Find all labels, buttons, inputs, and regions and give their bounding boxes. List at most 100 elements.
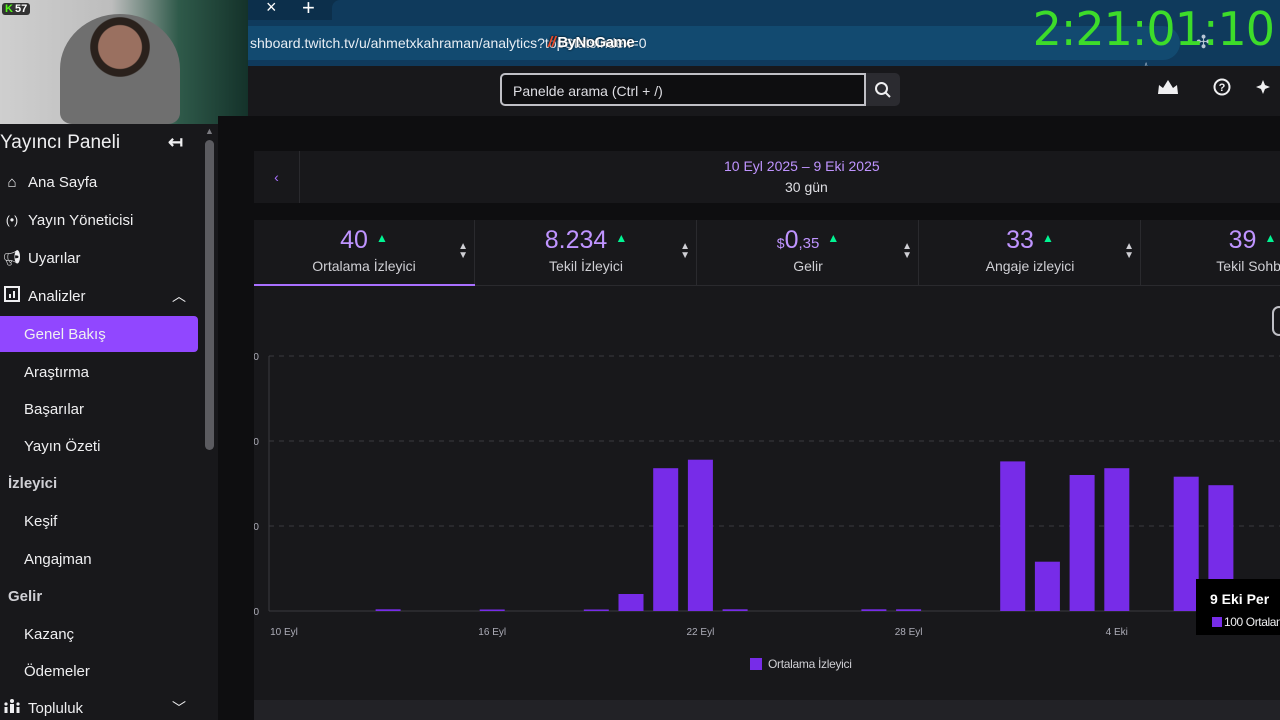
stat-number: 33: [1006, 226, 1034, 254]
tooltip-swatch: [1212, 617, 1222, 627]
sidebar-item-basarilar[interactable]: Başarılar: [0, 391, 198, 427]
sidebar-item-label: Araştırma: [24, 363, 90, 381]
stat-tab-angaje-izleyici[interactable]: 33 ▲ Angaje izleyici ▲ ▼: [920, 220, 1141, 286]
sort-icon[interactable]: ▲ ▼: [902, 241, 912, 261]
tab-bar: × +: [248, 0, 1280, 20]
y-tick-label: 0: [254, 607, 259, 618]
url-text[interactable]: shboard.twitch.tv/u/ahmetxkahraman/analy…: [250, 35, 647, 51]
sidebar-item-label: Ana Sayfa: [28, 173, 98, 191]
sidebar-item-kazanc[interactable]: Kazanç: [0, 616, 198, 652]
bar[interactable]: [1069, 475, 1095, 611]
bar[interactable]: [1034, 561, 1060, 611]
sparkle-icon[interactable]: [1255, 78, 1273, 101]
stat-tab-tekil-sohbet[interactable]: 39 ▲ Tekil Sohbe: [1142, 220, 1280, 286]
stat-tab-tekil-izleyici[interactable]: 8.234 ▲ Tekil İzleyici ▲ ▼: [476, 220, 697, 286]
bar[interactable]: [479, 609, 505, 612]
stat-value: 40 ▲: [254, 226, 474, 255]
sidebar-item-kesif[interactable]: Keşif: [0, 503, 198, 539]
sidebar-title: Yayıncı Paneli: [0, 132, 121, 153]
sort-icon[interactable]: ▲ ▼: [680, 241, 690, 261]
sort-icon[interactable]: ▲ ▼: [1124, 241, 1134, 261]
sidebar-item-label: Analizler: [28, 287, 86, 305]
active-tab[interactable]: [332, 0, 1280, 20]
chart-legend[interactable]: Ortalama İzleyici: [750, 657, 852, 671]
sidebar-item-uyarilar[interactable]: 📢︎ Uyarılar: [0, 240, 198, 276]
trend-up-icon: ▲: [375, 231, 388, 245]
y-tick-label: 50: [254, 522, 259, 533]
sidebar-item-arastirma[interactable]: Araştırma: [0, 354, 198, 390]
sidebar-item-label: Kazanç: [24, 625, 75, 643]
stream-timer: 2:21:01:10: [1032, 2, 1275, 56]
x-tick-label: 22 Eyl: [687, 627, 715, 638]
chart-tooltip: 9 Eki Per 100 Ortalama İzleyici: [1196, 579, 1280, 635]
previous-range-button[interactable]: ‹: [254, 151, 300, 203]
new-tab-button[interactable]: +: [302, 0, 315, 20]
crown-icon[interactable]: [1156, 78, 1180, 101]
sidebar-item-yayin-yoneticisi[interactable]: (•) Yayın Yöneticisi: [0, 202, 198, 238]
extensions-puzzle-icon[interactable]: ✣: [1196, 32, 1212, 52]
sort-icon[interactable]: ▲ ▼: [458, 241, 468, 261]
scroll-up-arrow[interactable]: ▲: [205, 126, 214, 136]
collapse-sidebar-icon[interactable]: ↤: [168, 132, 184, 152]
legend-swatch: [750, 658, 762, 670]
next-section-header: [254, 700, 1280, 720]
help-icon[interactable]: ?: [1213, 78, 1231, 101]
stat-number: 8.234: [544, 226, 608, 254]
search-placeholder: Panelde arama (Ctrl + /): [513, 83, 663, 99]
sidebar-scrollbar[interactable]: [205, 140, 214, 450]
bar[interactable]: [1000, 461, 1026, 611]
search-button[interactable]: [866, 73, 900, 106]
chart-card: 0 50 100 150 10 Eyl 16 Eyl 22 Eyl 28 Eyl 4 Eki 9…: [254, 286, 1280, 700]
bar[interactable]: [687, 459, 713, 611]
sidebar-section-izleyici: İzleyici: [0, 465, 198, 501]
home-icon: ⌂: [7, 173, 17, 191]
bar[interactable]: [375, 609, 401, 611]
sidebar-item-angajman[interactable]: Angajman: [0, 541, 198, 577]
stat-value: 39 ▲: [1142, 226, 1280, 255]
bar[interactable]: [653, 468, 679, 611]
bar[interactable]: [861, 609, 887, 611]
sidebar-item-yayin-ozeti[interactable]: Yayın Özeti: [0, 428, 198, 464]
stat-number: 0: [784, 226, 799, 254]
sidebar-item-ana-sayfa[interactable]: ⌂ Ana Sayfa: [0, 164, 198, 200]
browser-chrome: × + shboard.twitch.tv/u/ahmetxkahraman/a…: [248, 0, 1280, 79]
sidebar-item-label: Yayın Yöneticisi: [28, 211, 134, 229]
sidebar-item-odemeler[interactable]: Ödemeler: [0, 653, 198, 689]
bar[interactable]: [1104, 468, 1130, 611]
sidebar-item-analizler[interactable]: Analizler ︿: [0, 278, 198, 314]
kick-icon: K: [5, 3, 13, 15]
chevron-down-icon[interactable]: ﹀: [172, 700, 186, 716]
stat-tab-ortalama-izleyici[interactable]: 40 ▲ Ortalama İzleyici ▲ ▼: [254, 220, 475, 287]
bar[interactable]: [583, 609, 609, 612]
x-tick-label: 28 Eyl: [895, 627, 923, 638]
date-range-days: 30 gün: [785, 179, 828, 195]
community-icon: [0, 698, 24, 718]
x-tick-label: 10 Eyl: [270, 627, 298, 638]
tab-close-button[interactable]: ×: [266, 0, 277, 17]
sidebar: Yayıncı Paneli ↤ ▲ ⌂ Ana Sayfa (•) Yayın…: [0, 124, 218, 720]
sidebar-item-label: Genel Bakış: [24, 325, 106, 343]
bar[interactable]: [896, 609, 922, 611]
bar[interactable]: [1173, 476, 1199, 611]
chevron-up-icon[interactable]: ︿: [172, 288, 186, 304]
stats-tabs: 40 ▲ Ortalama İzleyici ▲ ▼ 8.234 ▲ Tekil İz…: [254, 220, 1280, 287]
bar[interactable]: [722, 609, 748, 611]
stat-value: $0,35 ▲: [698, 226, 918, 255]
search-input[interactable]: Panelde arama (Ctrl + /): [500, 73, 866, 106]
stat-tab-gelir[interactable]: $0,35 ▲ Gelir ▲ ▼: [698, 220, 919, 286]
address-bar[interactable]: shboard.twitch.tv/u/ahmetxkahraman/analy…: [248, 26, 1180, 79]
sidebar-item-topluluk[interactable]: Topluluk ﹀: [0, 690, 198, 720]
sidebar-item-label: Başarılar: [24, 400, 85, 418]
date-range-text[interactable]: 10 Eyl 2025 – 9 Eki 2025: [724, 158, 880, 174]
broadcast-icon: (•): [5, 213, 19, 227]
y-tick-label: 150: [254, 352, 259, 363]
sidebar-item-label: Keşif: [24, 512, 58, 530]
sidebar-item-genel-bakis[interactable]: Genel Bakış: [0, 316, 198, 352]
chart-options-button[interactable]: [1272, 306, 1280, 336]
bar[interactable]: [618, 594, 644, 611]
sidebar-item-label: Uyarılar: [28, 249, 81, 267]
sidebar-section-label: İzleyici: [8, 474, 58, 492]
date-range-bar: ‹ 10 Eyl 2025 – 9 Eki 2025 30 gün: [254, 151, 1280, 203]
watermark-text: ByNoGame: [557, 34, 635, 51]
